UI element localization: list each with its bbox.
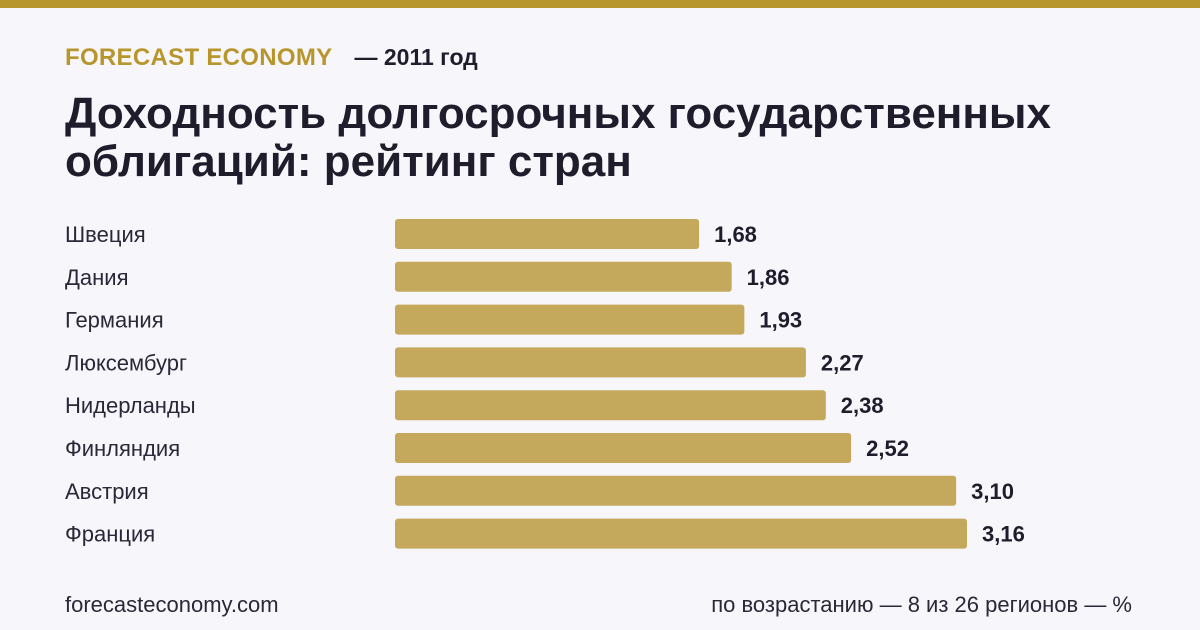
value-label: 1,86 (747, 265, 790, 290)
category-label: Дания (65, 265, 129, 290)
value-label: 1,93 (759, 308, 802, 333)
source-link[interactable]: forecasteconomy.com (65, 592, 279, 617)
bar (395, 261, 732, 292)
category-label: Франция (65, 522, 155, 547)
bar (395, 390, 826, 421)
value-label: 1,68 (714, 222, 757, 247)
bar (395, 433, 852, 463)
category-label: Австрия (65, 479, 149, 504)
value-label: 3,10 (971, 479, 1014, 504)
category-label: Финляндия (65, 436, 180, 461)
bar (395, 475, 957, 506)
bar (395, 304, 745, 335)
year-label: — 2011 год (354, 44, 478, 70)
top-accent-rule (0, 0, 1200, 8)
header-brand-line: FORECAST ECONOMY — 2011 год (65, 44, 478, 72)
value-label: 2,52 (866, 436, 909, 461)
bar (395, 347, 806, 378)
bar (395, 219, 700, 249)
chart-note: по возрастанию — 8 из 26 регионов — % (711, 592, 1132, 617)
brand-name: FORECAST ECONOMY (65, 44, 333, 71)
value-label: 2,38 (841, 393, 884, 418)
chart-title: Доходность долгосрочных государственных … (65, 89, 1051, 186)
bar (395, 518, 967, 549)
category-label: Швеция (65, 222, 146, 247)
category-label: Нидерланды (65, 393, 196, 418)
value-label: 3,16 (982, 522, 1025, 547)
category-label: Люксембург (65, 350, 187, 375)
value-label: 2,27 (821, 350, 864, 375)
category-label: Германия (65, 308, 164, 333)
